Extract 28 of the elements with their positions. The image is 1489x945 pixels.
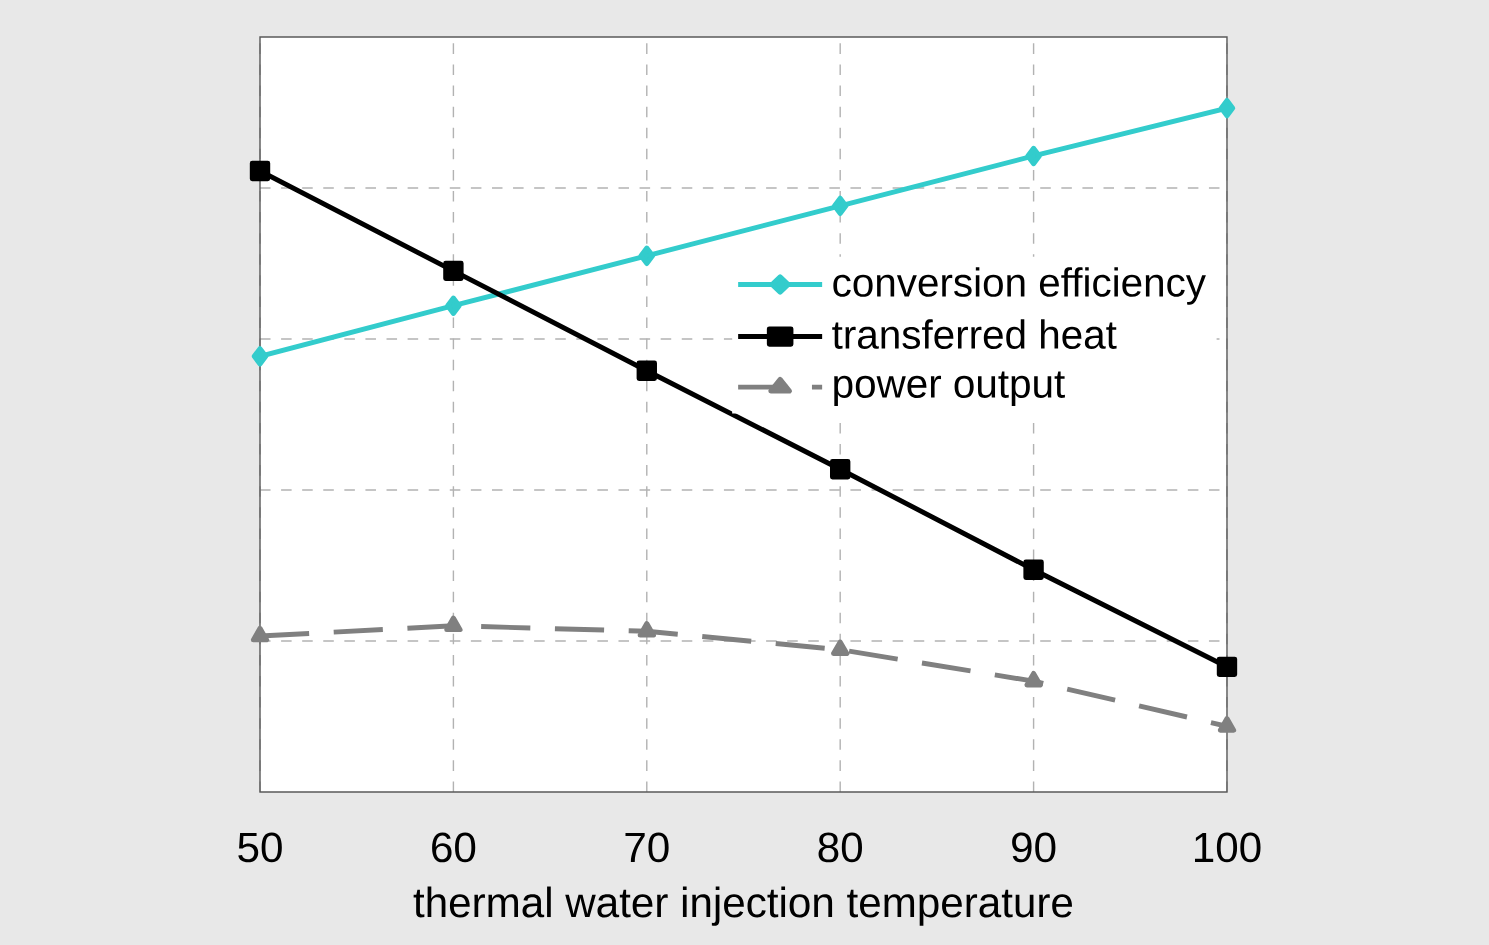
point — [1218, 97, 1236, 119]
x-tick-label: 100 — [1194, 832, 1261, 863]
point — [638, 245, 656, 267]
point — [1025, 145, 1042, 167]
point — [1023, 559, 1044, 580]
point — [1217, 716, 1237, 733]
point — [1216, 656, 1238, 678]
point — [831, 639, 850, 657]
point — [251, 346, 269, 367]
point — [637, 621, 656, 638]
point — [444, 615, 463, 633]
point — [443, 260, 464, 282]
x-tick-label: 50 — [238, 832, 282, 863]
legend-label: transferred heat — [832, 319, 1117, 349]
x-tick-label: 80 — [818, 832, 863, 863]
x-tick-label: 90 — [1012, 832, 1056, 863]
point — [445, 295, 462, 316]
x-tick-label: 60 — [432, 832, 476, 863]
legend-label: power output — [834, 371, 1065, 406]
point — [250, 625, 270, 643]
x-axis-title: thermal water injection temperature — [413, 886, 1072, 926]
x-tick-label: 70 — [625, 832, 669, 863]
point — [636, 360, 657, 381]
legend-label: conversion efficiency — [833, 267, 1206, 305]
point — [249, 160, 271, 182]
point — [831, 195, 849, 217]
point — [1024, 671, 1043, 688]
point — [830, 459, 851, 480]
